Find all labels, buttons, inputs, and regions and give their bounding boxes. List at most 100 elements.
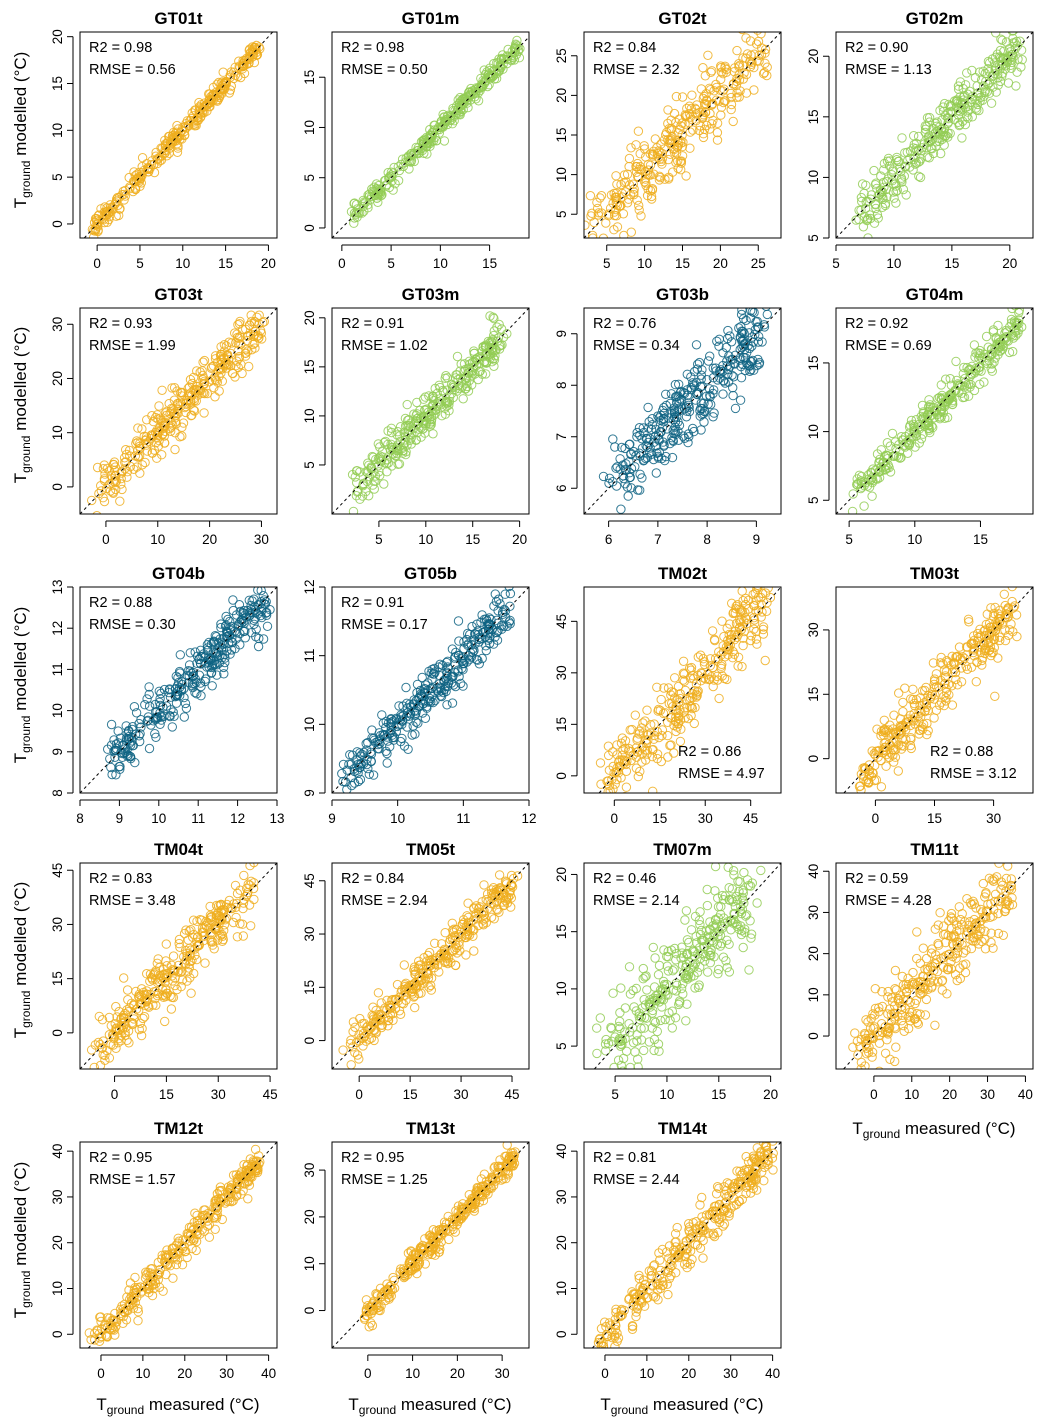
point <box>728 116 738 127</box>
point <box>698 654 708 664</box>
point <box>207 681 217 691</box>
point <box>381 746 391 756</box>
point <box>408 721 418 731</box>
point <box>367 725 377 735</box>
x-tick-label: 20 <box>202 532 217 547</box>
point <box>956 663 967 673</box>
point <box>655 705 665 716</box>
point <box>246 921 256 931</box>
point <box>858 771 869 781</box>
point <box>718 348 728 358</box>
point <box>392 979 403 990</box>
point <box>250 602 260 612</box>
point <box>673 719 683 729</box>
point <box>649 169 659 179</box>
point <box>117 484 127 495</box>
point <box>155 156 165 166</box>
point <box>887 428 898 439</box>
point <box>206 667 217 678</box>
y-tick-label: 30 <box>554 665 569 680</box>
point <box>1014 308 1024 315</box>
point <box>935 658 946 668</box>
point <box>180 402 190 413</box>
point <box>761 308 771 311</box>
point <box>142 415 152 425</box>
point <box>110 752 120 762</box>
x-tick-label: 0 <box>338 256 346 271</box>
point <box>709 86 719 96</box>
point <box>196 104 206 114</box>
point <box>213 365 223 375</box>
point <box>206 935 216 945</box>
point <box>248 883 259 894</box>
point <box>686 702 697 712</box>
point <box>209 944 219 954</box>
point <box>115 733 126 743</box>
point <box>985 622 995 632</box>
point <box>109 460 119 470</box>
point <box>979 631 990 641</box>
point <box>944 690 954 700</box>
point <box>997 35 1007 45</box>
point <box>346 1060 356 1069</box>
point <box>160 970 170 980</box>
point <box>132 462 142 472</box>
point <box>663 683 674 693</box>
point <box>439 119 449 129</box>
x-tick-label: 10 <box>175 256 190 271</box>
point <box>852 474 862 484</box>
point <box>895 163 905 173</box>
point <box>429 395 439 406</box>
point <box>388 185 398 195</box>
point <box>650 134 660 144</box>
point <box>472 914 482 924</box>
point <box>430 938 440 948</box>
point <box>246 876 256 886</box>
rmse-label: RMSE = 1.99 <box>89 338 176 354</box>
point <box>474 367 485 377</box>
point <box>740 353 751 363</box>
point <box>98 1036 109 1046</box>
point <box>211 924 221 934</box>
point <box>969 340 980 350</box>
point <box>491 73 502 84</box>
point <box>256 587 266 596</box>
point <box>152 990 163 1001</box>
point <box>647 414 657 424</box>
point <box>938 102 948 112</box>
point <box>1013 54 1023 64</box>
point <box>199 355 210 366</box>
point <box>1008 32 1018 36</box>
point <box>255 44 265 54</box>
point <box>881 749 892 760</box>
panel-title: GT03m <box>402 285 460 304</box>
point <box>700 956 710 966</box>
point <box>713 675 723 685</box>
point <box>637 749 647 759</box>
point <box>610 442 620 452</box>
point <box>504 617 514 627</box>
y-tick-label: 20 <box>50 371 65 386</box>
point <box>709 408 719 418</box>
scatter-points <box>347 311 512 514</box>
point <box>209 382 219 393</box>
point <box>584 220 590 230</box>
point <box>675 689 685 699</box>
y-tick-label: 30 <box>806 622 821 637</box>
point <box>402 399 412 410</box>
point <box>909 421 919 432</box>
point <box>118 186 129 197</box>
x-tick-label: 15 <box>403 1087 418 1102</box>
point <box>938 106 949 117</box>
point <box>484 638 495 649</box>
point <box>631 161 641 172</box>
point <box>984 645 994 656</box>
point <box>736 605 746 615</box>
point <box>503 892 514 902</box>
r2-label: R2 = 0.84 <box>593 40 656 56</box>
point <box>468 644 478 654</box>
y-tick-label: 45 <box>554 614 569 629</box>
x-axis: 0 5 10 15 <box>338 244 497 271</box>
point <box>620 479 630 489</box>
